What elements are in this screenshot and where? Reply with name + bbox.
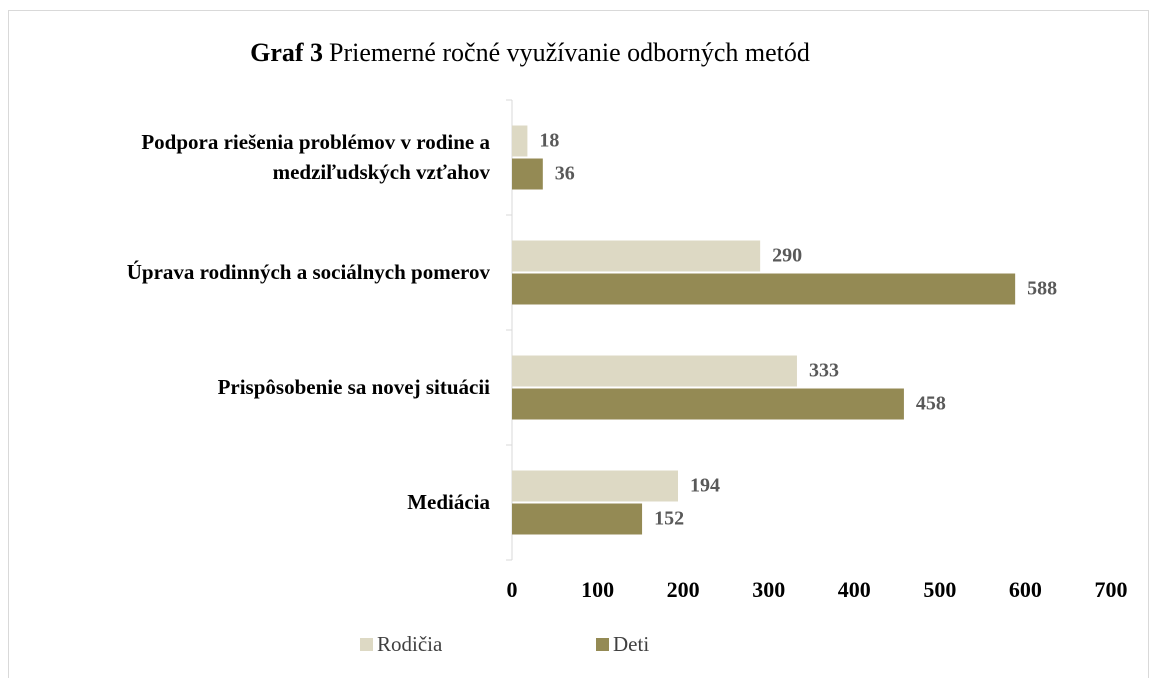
bar xyxy=(512,158,543,190)
x-tick-label: 0 xyxy=(507,577,518,602)
legend-label: Deti xyxy=(613,632,649,656)
x-tick-label: 100 xyxy=(581,577,614,602)
data-label: 36 xyxy=(555,163,575,185)
category-label: Mediácia xyxy=(407,489,490,514)
x-tick-label: 500 xyxy=(923,577,956,602)
bar xyxy=(512,273,1016,305)
bar xyxy=(512,355,797,387)
frame xyxy=(8,10,1149,678)
data-label: 333 xyxy=(809,360,839,382)
data-label: 588 xyxy=(1027,278,1057,300)
data-label: 18 xyxy=(539,130,559,152)
x-tick-label: 300 xyxy=(752,577,785,602)
bar xyxy=(512,503,643,535)
category-label: Úprava rodinných a sociálnych pomerov xyxy=(126,259,490,284)
chart-title: Graf 3 Priemerné ročné využívanie odborný… xyxy=(250,38,810,67)
x-tick-label: 600 xyxy=(1009,577,1042,602)
data-label: 194 xyxy=(690,475,720,497)
x-tick-label: 400 xyxy=(838,577,871,602)
data-label: 152 xyxy=(654,508,684,530)
legend-swatch xyxy=(596,638,609,651)
category-label: Podpora riešenia problémov v rodine a me… xyxy=(141,130,490,184)
bar xyxy=(512,470,679,502)
category-label: Prispôsobenie sa novej situácii xyxy=(217,374,490,399)
data-label: 458 xyxy=(916,393,946,415)
title-label: Graf 3 xyxy=(250,38,323,67)
bar xyxy=(512,240,761,272)
legend-swatch xyxy=(360,638,373,651)
x-tick-label: 200 xyxy=(667,577,700,602)
data-label: 290 xyxy=(772,245,802,267)
bar xyxy=(512,125,528,157)
title-text: Priemerné ročné využívanie odborných met… xyxy=(329,38,810,67)
legend-label: Rodičia xyxy=(377,632,443,656)
x-tick-label: 700 xyxy=(1095,577,1128,602)
bar xyxy=(512,388,904,420)
